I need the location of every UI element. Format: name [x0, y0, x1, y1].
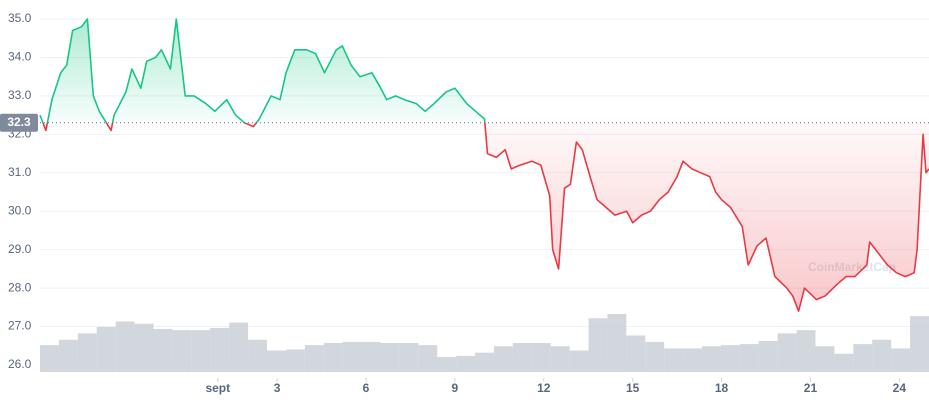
volume-bar: [172, 330, 192, 372]
volume-bar: [210, 327, 230, 372]
volume-bar: [626, 335, 646, 372]
x-tick-label: 18: [715, 381, 729, 395]
volume-bar: [285, 349, 305, 372]
volume-bar: [437, 356, 457, 372]
y-tick-label: 27.0: [8, 319, 32, 333]
volume-bar: [418, 345, 438, 372]
volume-bar: [342, 341, 362, 372]
price-line: [39, 18, 929, 312]
volume-bar: [134, 323, 154, 372]
volume-bar: [96, 326, 116, 372]
y-tick-label: 29.0: [8, 242, 32, 256]
volume-bar: [323, 343, 343, 372]
volume-bar: [702, 346, 721, 372]
y-tick-label: 26.0: [8, 357, 32, 371]
volume-bar: [853, 344, 873, 372]
x-tick-label: 3: [274, 381, 281, 395]
volume-bar: [115, 321, 135, 372]
volume-bar: [229, 322, 249, 372]
volume-bar: [248, 339, 267, 372]
volume-bar: [493, 346, 513, 372]
y-tick-label: 35.0: [8, 11, 32, 25]
volume-bar: [40, 345, 59, 372]
y-tick-label: 31.0: [8, 165, 32, 179]
x-tick-label: 15: [626, 381, 640, 395]
volume-bar: [380, 343, 400, 372]
volume-bar: [796, 330, 816, 372]
x-tick-label: sept: [205, 381, 230, 395]
volume-bar: [664, 348, 684, 372]
volume-bar: [399, 343, 419, 372]
x-tick-label: 12: [537, 381, 551, 395]
x-tick-label: 21: [804, 381, 818, 395]
volume-bar: [191, 330, 211, 372]
volume-bar: [834, 353, 854, 372]
y-tick-label: 34.0: [8, 50, 32, 64]
volume-bar: [720, 345, 740, 372]
volume-bar: [304, 345, 324, 372]
volume-bar: [910, 316, 929, 372]
y-tick-label: 33.0: [8, 88, 32, 102]
volume-bar: [815, 346, 835, 372]
volume-bar: [777, 333, 797, 372]
volume-bar: [758, 340, 778, 372]
volume-bar: [569, 350, 589, 372]
volume-bar: [891, 348, 911, 372]
y-tick-label: 30.0: [8, 203, 32, 217]
volume-bar: [588, 318, 608, 372]
volume-bar: [456, 355, 476, 372]
y-tick-label: 28.0: [8, 280, 32, 294]
volume-bar: [58, 339, 78, 372]
volume-bar: [512, 343, 532, 372]
baseline-label: 32.3: [7, 115, 31, 129]
volume-bar: [550, 346, 570, 372]
volume-bar: [153, 329, 173, 372]
volume-bar: [531, 343, 551, 372]
volume-bar: [645, 341, 665, 372]
baseline-label-box: [0, 113, 38, 132]
volume-bar: [872, 339, 892, 372]
volume-bar: [361, 341, 381, 372]
x-tick-label: 9: [452, 381, 459, 395]
x-tick-label: 24: [893, 381, 907, 395]
volume-bar: [475, 352, 494, 372]
volume-bar: [266, 350, 286, 372]
volume-bar: [683, 348, 703, 372]
area: [40, 19, 929, 312]
volume-bar: [77, 333, 97, 372]
volume-bar: [739, 344, 759, 372]
x-tick-label: 6: [363, 381, 370, 395]
volume-bar: [607, 314, 627, 372]
